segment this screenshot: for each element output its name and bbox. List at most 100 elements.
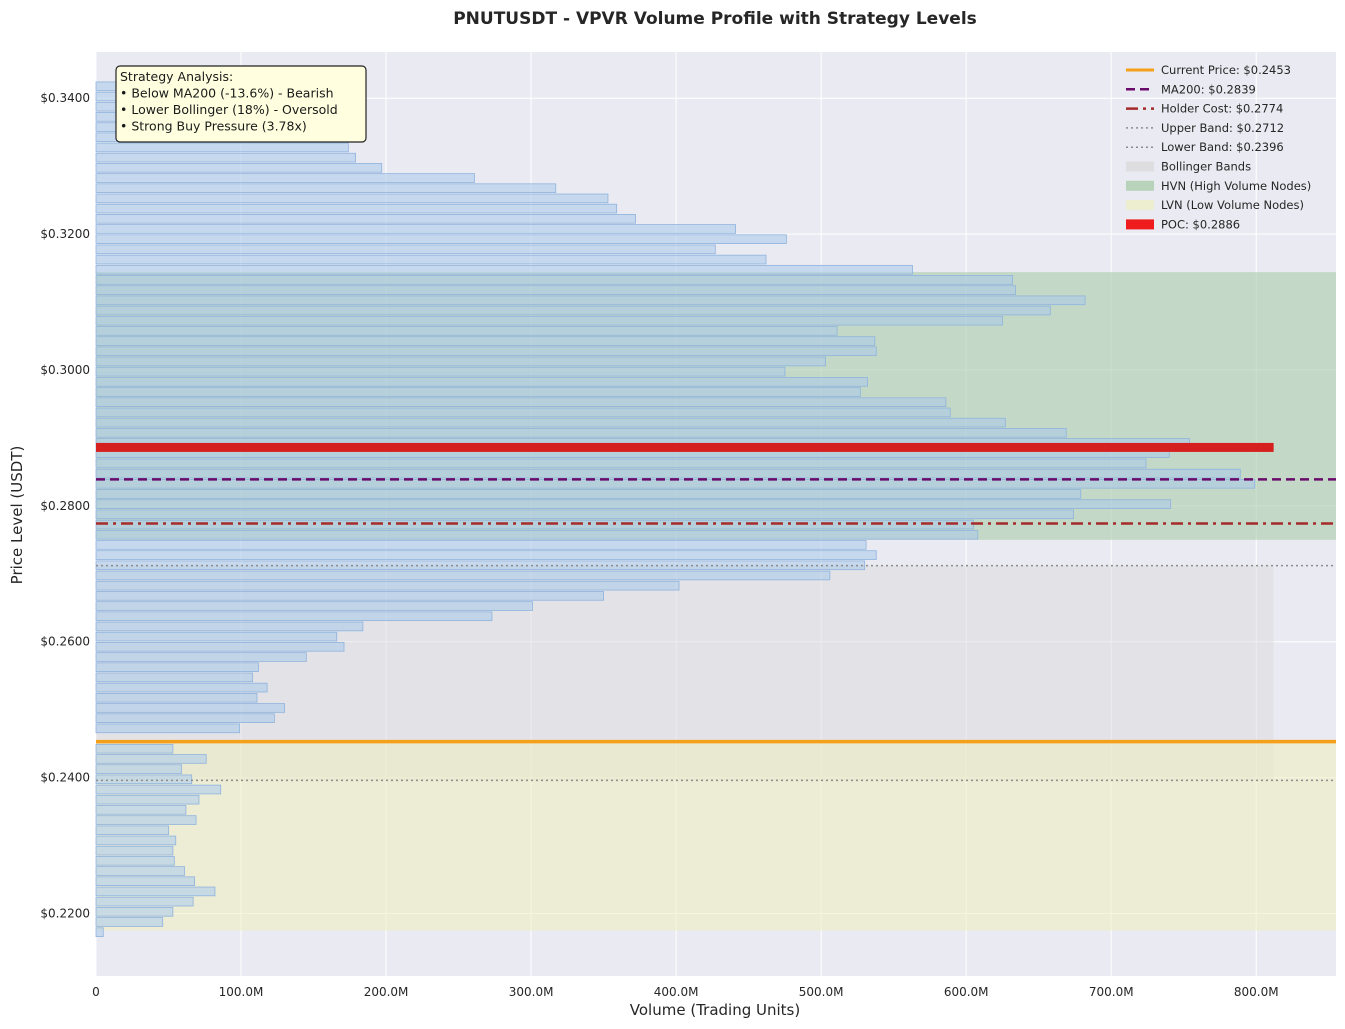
- plot-area: 0 100.0M 200.0M 300.0M 400.0M 500.0M 600.0M 700…: [40, 52, 1336, 999]
- y-tick-label-1: $0.2400: [40, 771, 90, 785]
- volume-bar-65: [95, 264, 913, 275]
- volume-bar-1: [95, 917, 164, 927]
- legend: Current Price: $0.2453 MA200: $0.2839 Hold…: [1126, 63, 1311, 231]
- volume-bar-41: [95, 509, 1074, 520]
- volume-bar-73: [95, 183, 557, 194]
- volume-bar-67: [95, 244, 716, 255]
- legend-label-0: Current Price: $0.2453: [1161, 63, 1291, 77]
- volume-bar-12: [95, 805, 187, 815]
- volume-bar-43: [95, 489, 1082, 499]
- volume-bar-3: [95, 896, 194, 907]
- volume-bar-76: [95, 152, 357, 163]
- volume-bar-55: [95, 366, 786, 377]
- volume-bar-59: [95, 326, 838, 336]
- volume-bar-2: [95, 907, 174, 917]
- volume-bar-39: [95, 529, 979, 540]
- volume-bar-50: [95, 417, 1006, 428]
- legend-label-1: MA200: $0.2839: [1161, 82, 1256, 96]
- volume-bar-28: [95, 642, 345, 652]
- volume-bar-11: [95, 815, 197, 825]
- legend-swatch-6: [1126, 180, 1154, 191]
- y-tick-label-5: $0.3200: [40, 227, 90, 241]
- y-axis-label: Price Level (USDT): [8, 446, 26, 585]
- volume-bar-24: [95, 682, 268, 693]
- volume-bar-51: [95, 407, 951, 418]
- volume-bar-32: [95, 601, 533, 611]
- volume-bar-56: [95, 356, 826, 367]
- annotation-line-3: • Strong Buy Pressure (3.78x): [120, 119, 307, 134]
- y-tick-label-4: $0.3000: [40, 363, 90, 377]
- volume-bar-5: [95, 876, 196, 887]
- y-tick-label-3: $0.2800: [40, 499, 90, 513]
- volume-bar-18: [95, 743, 174, 754]
- volume-bar-49: [95, 428, 1067, 438]
- volume-bar-72: [95, 193, 609, 204]
- volume-bar-22: [95, 703, 285, 713]
- volume-bar-77: [95, 142, 349, 153]
- volume-bar-0: [95, 927, 104, 937]
- volume-bar-44: [95, 478, 1256, 489]
- volume-bar-23: [95, 692, 258, 703]
- volume-bar-27: [95, 652, 307, 662]
- x-tick-label-6: 600.0M: [944, 985, 989, 999]
- annotation-line-1: • Below MA200 (-13.6%) - Bearish: [120, 86, 334, 101]
- volume-bar-15: [95, 774, 193, 785]
- volume-bar-30: [95, 621, 364, 632]
- volume-bar-10: [95, 825, 169, 836]
- volume-bar-63: [95, 285, 1016, 295]
- x-tick-label-0: 0: [92, 985, 100, 999]
- zone-2: [96, 741, 1336, 931]
- x-tick-label-2: 200.0M: [364, 985, 409, 999]
- volume-bar-25: [95, 672, 254, 683]
- volume-bar-46: [95, 458, 1147, 469]
- volume-bar-29: [95, 631, 338, 642]
- chart-title: PNUTUSDT - VPVR Volume Profile with Stra…: [453, 9, 977, 29]
- legend-label-8: POC: $0.2886: [1161, 217, 1240, 231]
- legend-label-6: HVN (High Volume Nodes): [1161, 179, 1311, 193]
- volume-bar-26: [95, 662, 259, 672]
- legend-label-5: Bollinger Bands: [1161, 160, 1251, 174]
- x-tick-label-3: 300.0M: [509, 985, 554, 999]
- x-axis-label: Volume (Trading Units): [630, 1001, 800, 1019]
- volume-bar-6: [95, 866, 185, 876]
- volume-bar-61: [95, 305, 1051, 316]
- legend-swatch-8: [1126, 219, 1154, 230]
- volume-bar-34: [95, 580, 680, 591]
- x-tick-label-1: 100.0M: [219, 985, 264, 999]
- legend-label-7: LVN (Low Volume Nodes): [1161, 198, 1304, 212]
- volume-bar-14: [95, 784, 222, 795]
- volume-bar-71: [95, 203, 618, 214]
- annotation-box: [115, 65, 367, 143]
- volume-bar-69: [95, 224, 736, 234]
- y-tick-label-6: $0.3400: [40, 91, 90, 105]
- volume-bar-4: [95, 886, 216, 897]
- volume-bar-9: [95, 835, 177, 846]
- volume-bar-38: [95, 540, 867, 550]
- volume-bar-66: [95, 254, 767, 265]
- x-tick-label-7: 700.0M: [1089, 985, 1134, 999]
- volume-bar-54: [95, 377, 868, 387]
- y-tick-label-2: $0.2600: [40, 635, 90, 649]
- volume-bar-37: [95, 550, 877, 560]
- x-tick-label-8: 800.0M: [1234, 985, 1279, 999]
- volume-bar-64: [95, 275, 1013, 285]
- volume-bar-75: [95, 163, 383, 173]
- legend-label-3: Upper Band: $0.2712: [1161, 121, 1284, 135]
- volume-bar-60: [95, 315, 1003, 326]
- y-tick-label-0: $0.2200: [40, 906, 90, 920]
- volume-bar-17: [95, 754, 207, 764]
- poc-bar: [96, 442, 1274, 452]
- legend-label-4: Lower Band: $0.2396: [1161, 140, 1284, 154]
- x-tick-label-4: 400.0M: [654, 985, 699, 999]
- volume-bar-42: [95, 499, 1172, 509]
- x-tick-label-5: 500.0M: [799, 985, 844, 999]
- annotation-line-2: • Lower Bollinger (18%) - Oversold: [120, 102, 338, 117]
- legend-swatch-5: [1126, 161, 1154, 172]
- legend-swatch-7: [1126, 200, 1154, 211]
- volume-bar-62: [95, 295, 1086, 306]
- volume-bar-74: [95, 173, 475, 183]
- volume-bar-35: [95, 570, 831, 581]
- volume-bar-45: [95, 468, 1241, 479]
